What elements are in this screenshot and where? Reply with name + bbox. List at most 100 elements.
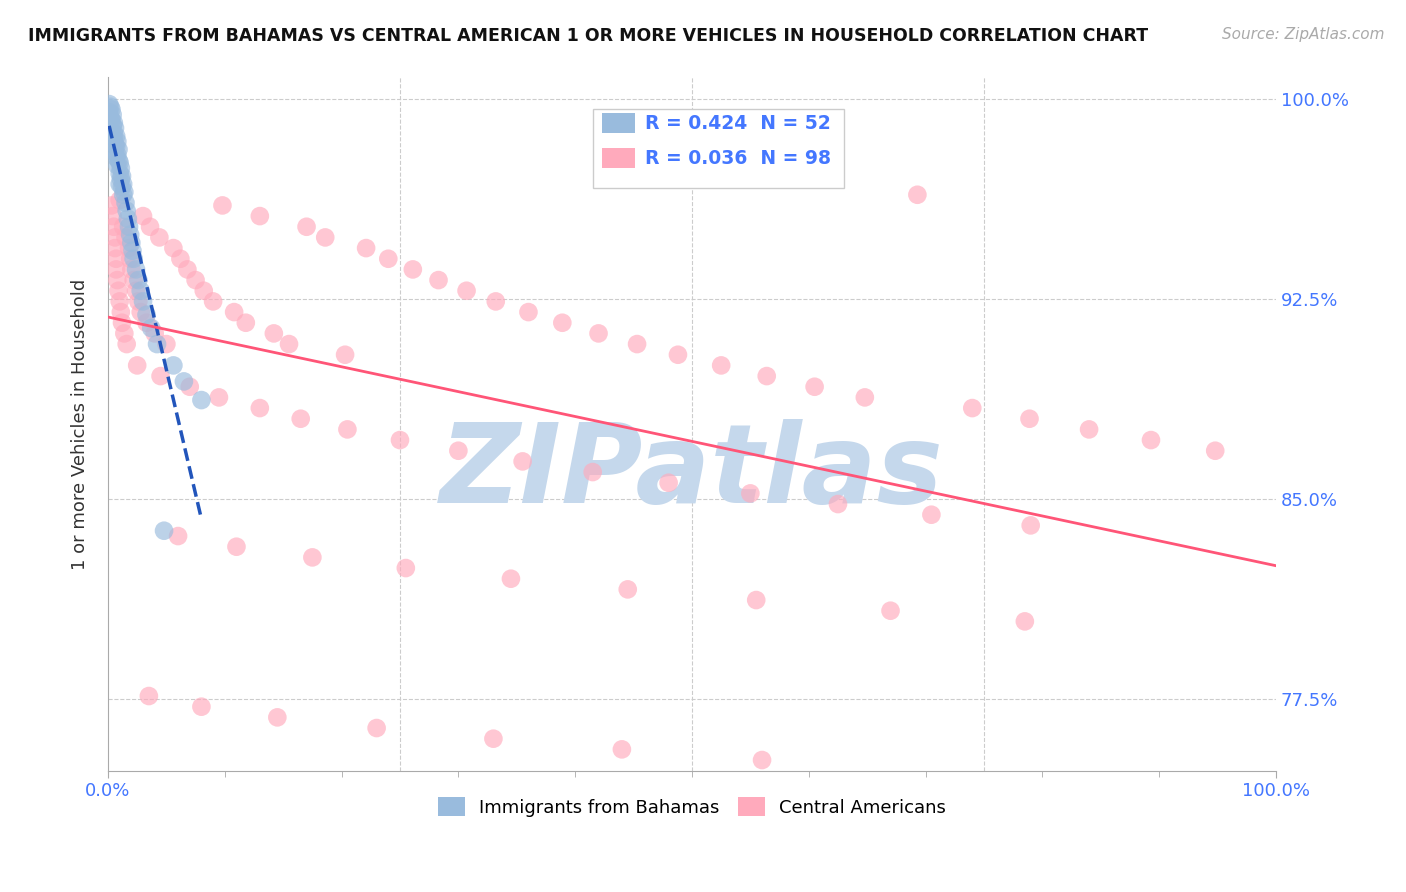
Central Americans: [263, 326, 285, 341]
Central Americans: [377, 252, 399, 266]
Central Americans: [710, 359, 733, 373]
Central Americans: [176, 262, 198, 277]
Central Americans: [162, 241, 184, 255]
Central Americans: [107, 284, 129, 298]
Central Americans: [108, 193, 131, 207]
Central Americans: [610, 742, 633, 756]
Central Americans: [803, 380, 825, 394]
Central Americans: [120, 252, 142, 266]
Central Americans: [666, 348, 689, 362]
Central Americans: [112, 219, 135, 234]
Immigrants from Bahamas: [117, 211, 139, 226]
Immigrants from Bahamas: [132, 294, 155, 309]
Central Americans: [447, 443, 470, 458]
Central Americans: [190, 699, 212, 714]
Central Americans: [211, 198, 233, 212]
Immigrants from Bahamas: [105, 129, 128, 144]
Immigrants from Bahamas: [100, 113, 122, 128]
Central Americans: [101, 209, 124, 223]
Immigrants from Bahamas: [105, 150, 128, 164]
Central Americans: [314, 230, 336, 244]
Central Americans: [962, 401, 984, 415]
Central Americans: [1140, 433, 1163, 447]
Central Americans: [1019, 518, 1042, 533]
FancyBboxPatch shape: [602, 113, 634, 133]
Central Americans: [588, 326, 610, 341]
Immigrants from Bahamas: [121, 244, 143, 258]
Central Americans: [138, 689, 160, 703]
Central Americans: [582, 465, 605, 479]
Immigrants from Bahamas: [110, 171, 132, 186]
Immigrants from Bahamas: [127, 273, 149, 287]
Central Americans: [336, 422, 359, 436]
Immigrants from Bahamas: [129, 284, 152, 298]
Central Americans: [879, 604, 901, 618]
Central Americans: [114, 230, 136, 244]
Central Americans: [1014, 615, 1036, 629]
Central Americans: [517, 305, 540, 319]
Central Americans: [740, 486, 762, 500]
Central Americans: [108, 294, 131, 309]
Immigrants from Bahamas: [118, 219, 141, 234]
Immigrants from Bahamas: [141, 321, 163, 335]
Central Americans: [105, 262, 128, 277]
Central Americans: [111, 316, 134, 330]
Text: Source: ZipAtlas.com: Source: ZipAtlas.com: [1222, 27, 1385, 42]
Immigrants from Bahamas: [120, 227, 142, 242]
Central Americans: [167, 529, 190, 543]
Central Americans: [127, 359, 149, 373]
Central Americans: [202, 294, 225, 309]
Immigrants from Bahamas: [120, 235, 142, 250]
Central Americans: [301, 550, 323, 565]
Central Americans: [616, 582, 638, 597]
Immigrants from Bahamas: [122, 252, 145, 266]
Central Americans: [920, 508, 942, 522]
Immigrants from Bahamas: [103, 132, 125, 146]
Central Americans: [395, 561, 418, 575]
Central Americans: [149, 369, 172, 384]
Immigrants from Bahamas: [125, 262, 148, 277]
Central Americans: [208, 391, 231, 405]
Immigrants from Bahamas: [98, 105, 121, 120]
Central Americans: [224, 305, 246, 319]
Immigrants from Bahamas: [190, 393, 212, 408]
Immigrants from Bahamas: [108, 155, 131, 169]
Central Americans: [278, 337, 301, 351]
FancyBboxPatch shape: [593, 109, 844, 188]
Central Americans: [402, 262, 425, 277]
Central Americans: [169, 252, 191, 266]
Central Americans: [290, 411, 312, 425]
Central Americans: [155, 337, 177, 351]
Central Americans: [103, 219, 125, 234]
Text: R = 0.424  N = 52: R = 0.424 N = 52: [645, 114, 831, 133]
Central Americans: [827, 497, 849, 511]
Immigrants from Bahamas: [104, 121, 127, 136]
Immigrants from Bahamas: [98, 111, 121, 125]
Immigrants from Bahamas: [108, 166, 131, 180]
Central Americans: [112, 326, 135, 341]
Central Americans: [388, 433, 411, 447]
Central Americans: [104, 241, 127, 255]
Immigrants from Bahamas: [105, 135, 128, 149]
Immigrants from Bahamas: [173, 375, 195, 389]
Central Americans: [499, 572, 522, 586]
Text: R = 0.036  N = 98: R = 0.036 N = 98: [645, 149, 831, 168]
Central Americans: [905, 187, 928, 202]
Central Americans: [1078, 422, 1101, 436]
Central Americans: [105, 252, 128, 266]
Immigrants from Bahamas: [162, 359, 184, 373]
Immigrants from Bahamas: [105, 148, 128, 162]
Immigrants from Bahamas: [115, 203, 138, 218]
Immigrants from Bahamas: [108, 177, 131, 191]
Central Americans: [148, 230, 170, 244]
Central Americans: [235, 316, 257, 330]
Immigrants from Bahamas: [105, 158, 128, 172]
Immigrants from Bahamas: [107, 153, 129, 167]
Immigrants from Bahamas: [103, 116, 125, 130]
Immigrants from Bahamas: [107, 143, 129, 157]
Legend: Immigrants from Bahamas, Central Americans: Immigrants from Bahamas, Central America…: [430, 790, 953, 824]
Central Americans: [125, 284, 148, 298]
Central Americans: [139, 219, 162, 234]
Central Americans: [266, 710, 288, 724]
Central Americans: [626, 337, 648, 351]
